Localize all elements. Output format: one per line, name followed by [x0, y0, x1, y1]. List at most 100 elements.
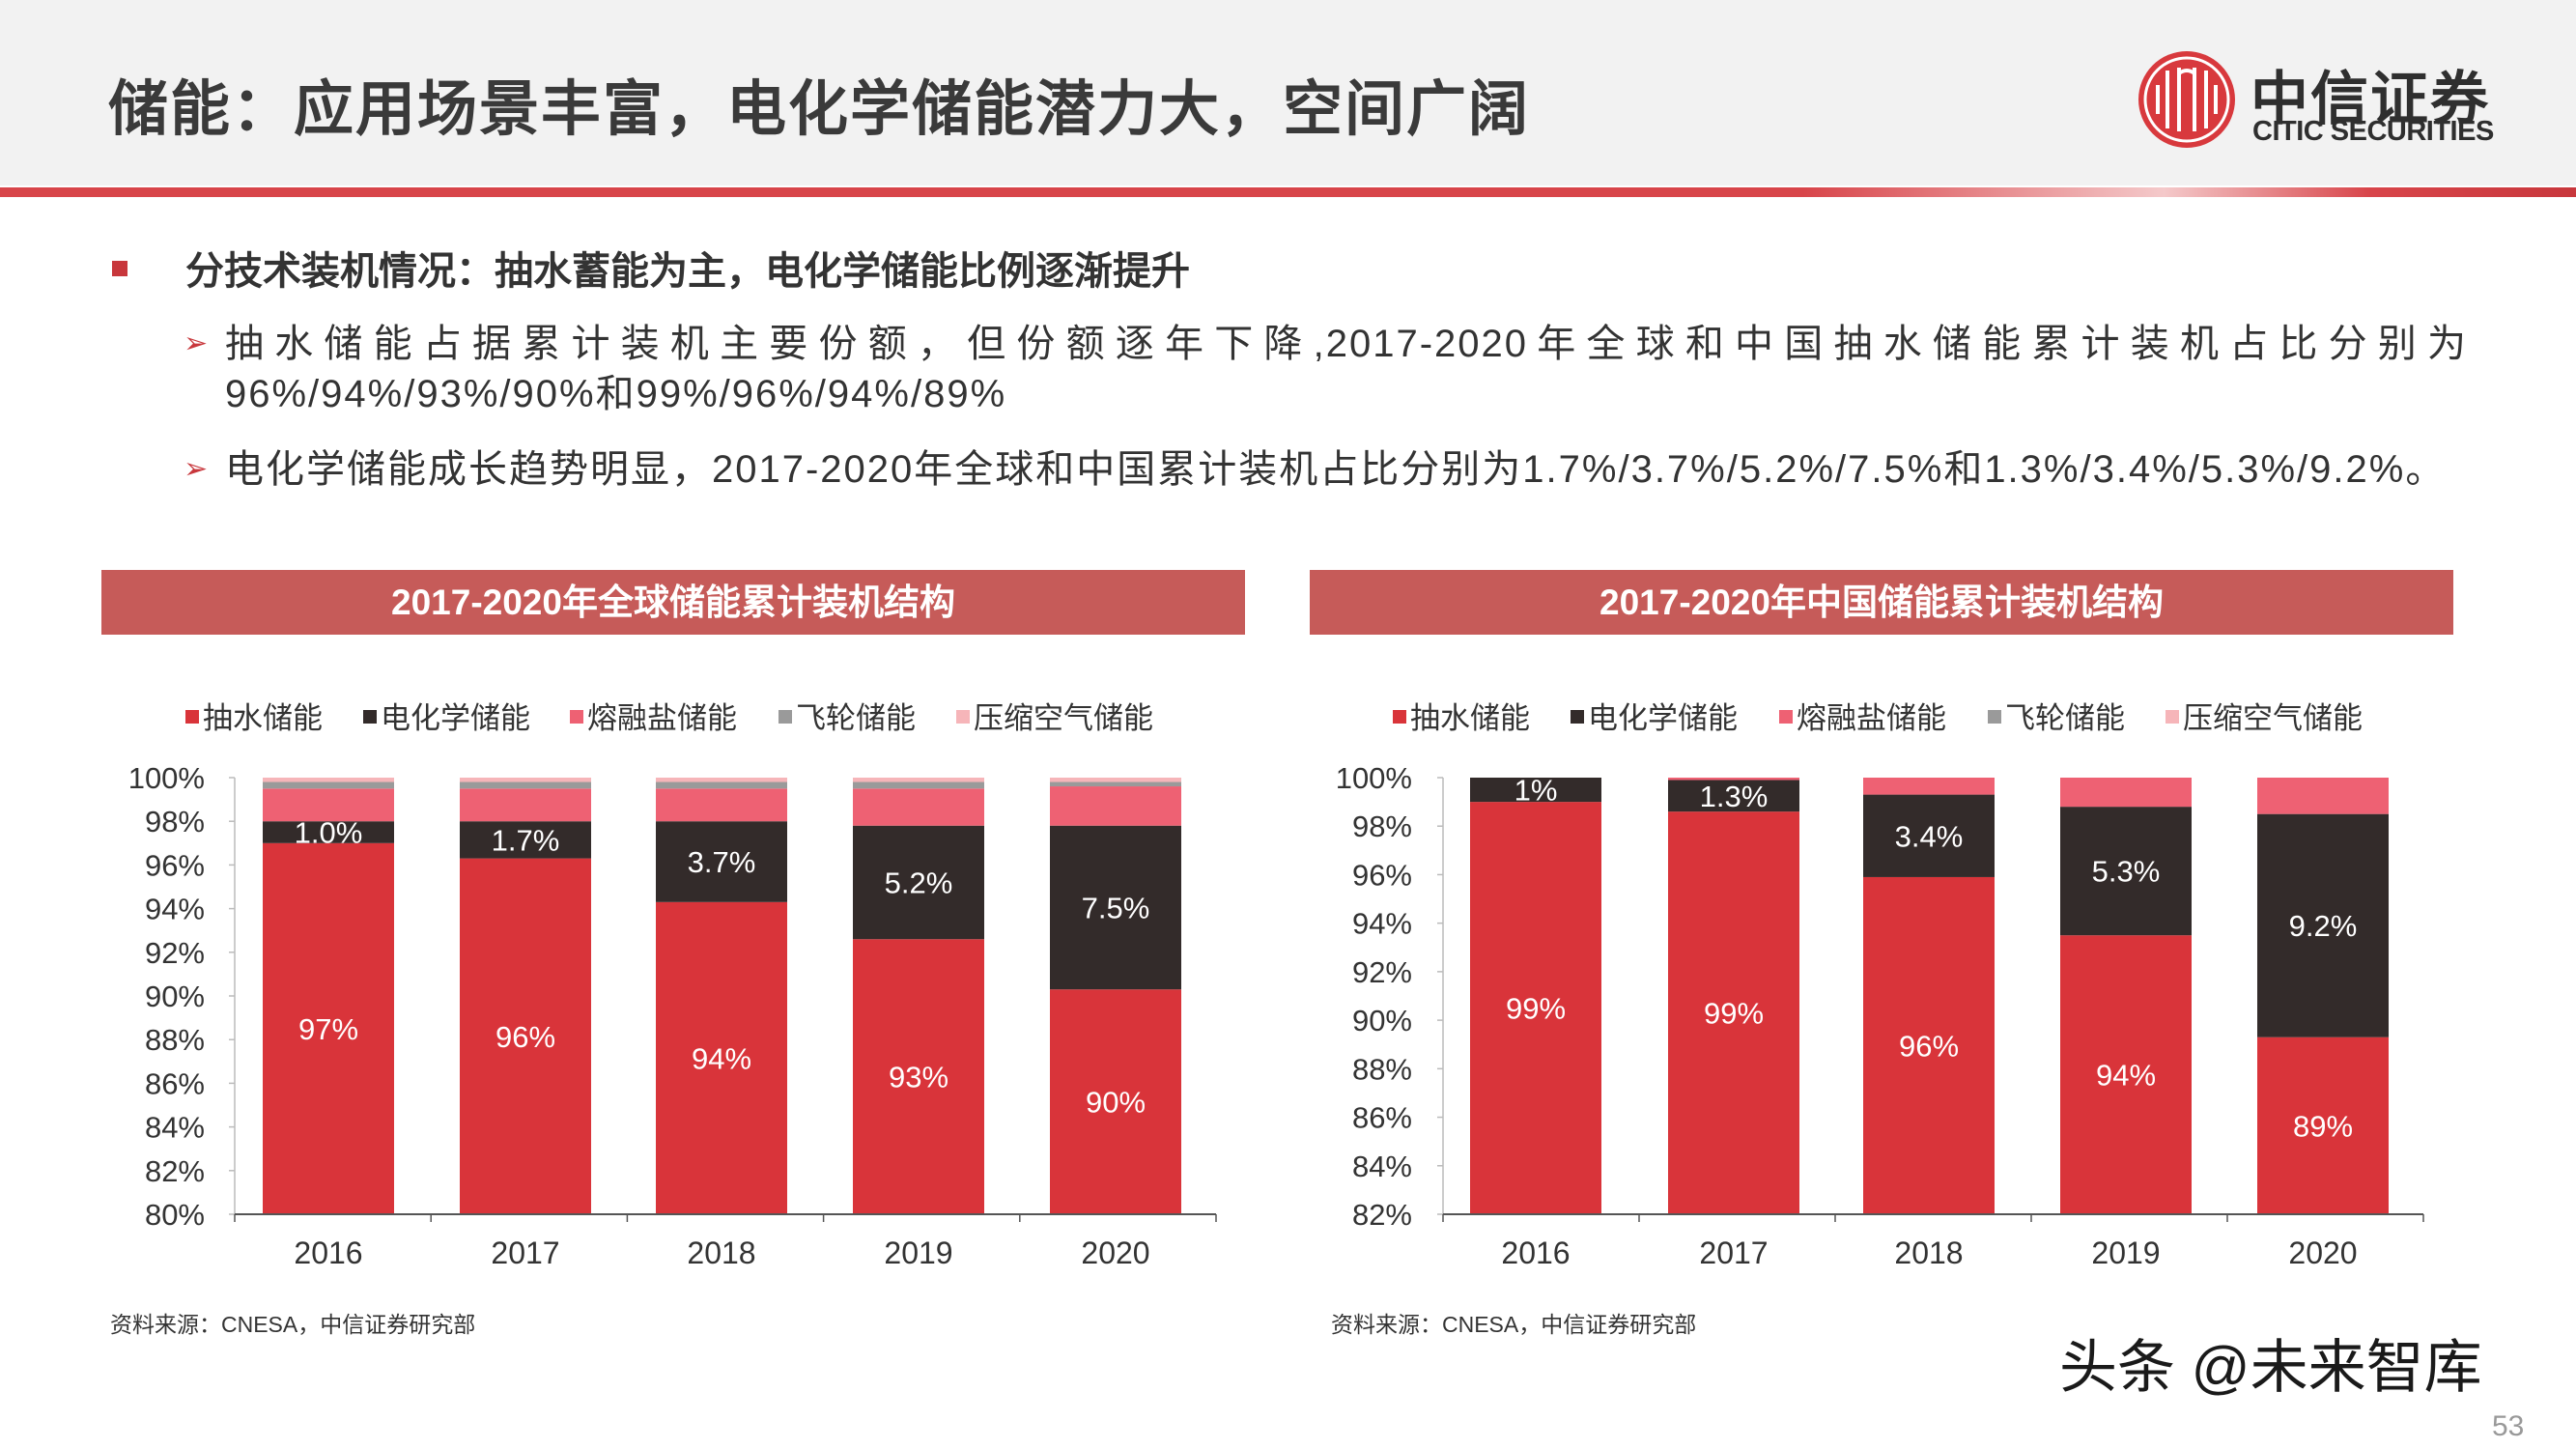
data-label: 5.3%	[2092, 855, 2161, 889]
bar-segment	[853, 781, 984, 789]
legend-swatch	[778, 710, 792, 724]
bar-segment	[853, 825, 984, 940]
page-number: 53	[2492, 1410, 2525, 1442]
chart-title-global: 2017-2020年全球储能累计装机结构	[101, 570, 1245, 635]
bar-segment	[2257, 813, 2389, 1037]
bar-segment	[2060, 935, 2192, 1214]
y-tick-label: 100%	[1336, 761, 1412, 795]
legend-label: 压缩空气储能	[2183, 701, 2363, 735]
bar-segment	[2060, 778, 2192, 808]
data-label: 94%	[2096, 1059, 2156, 1093]
bar-segment	[460, 858, 591, 1214]
y-tick-label: 82%	[145, 1154, 205, 1188]
header-divider	[0, 187, 2576, 197]
bar-segment	[656, 778, 787, 782]
y-tick-label: 94%	[145, 893, 205, 926]
bar-segment	[263, 781, 394, 789]
y-tick-label: 82%	[1352, 1198, 1412, 1232]
bullet-item: ➢ 抽水储能占据累计装机主要份额，但份额逐年下降,2017-2020年全球和中国…	[184, 319, 2468, 419]
legend-label: 熔融盐储能	[1797, 701, 1946, 735]
watermark: 头条 @未来智库	[2059, 1335, 2482, 1400]
y-tick-label: 80%	[145, 1198, 205, 1232]
bar-segment	[656, 901, 787, 1214]
bar-segment	[1050, 781, 1181, 787]
bar-segment	[1863, 876, 1995, 1214]
data-label: 1.0%	[295, 816, 363, 850]
bar-segment	[656, 821, 787, 902]
legend-swatch	[363, 710, 377, 724]
source-note: 资料来源：CNESA，中信证券研究部	[1331, 1312, 1697, 1337]
legend-label: 压缩空气储能	[974, 701, 1153, 735]
y-tick-label: 96%	[1352, 858, 1412, 892]
data-label: 9.2%	[2289, 909, 2358, 943]
bar-segment	[1050, 989, 1181, 1214]
bar-segment	[2257, 778, 2389, 814]
y-tick-label: 84%	[145, 1111, 205, 1145]
y-tick-label: 84%	[1352, 1150, 1412, 1183]
square-bullet-icon	[112, 261, 127, 276]
bar-segment	[1050, 778, 1181, 782]
bar-segment	[853, 778, 984, 782]
bar-segment	[2257, 1037, 2389, 1214]
legend-swatch	[185, 710, 199, 724]
bar-segment	[460, 821, 591, 859]
data-label: 3.7%	[688, 845, 756, 879]
x-tick-label: 2016	[294, 1236, 362, 1270]
y-tick-label: 92%	[1352, 955, 1412, 989]
legend-swatch	[1571, 710, 1584, 724]
data-label: 97%	[298, 1012, 358, 1046]
bar-segment	[1668, 811, 1799, 1214]
chart-1: 抽水储能 电化学储能 熔融盐储能 飞轮储能 压缩空气储能 82% 84% 86% 88% 90% 9…	[1336, 701, 2424, 1270]
bar-segment	[1668, 780, 1799, 812]
bar-segment	[656, 788, 787, 822]
legend-label: 飞轮储能	[2005, 701, 2125, 735]
data-label: 1.7%	[492, 823, 560, 857]
bar-segment	[853, 788, 984, 826]
data-label: 94%	[692, 1041, 751, 1075]
legend-label: 抽水储能	[203, 701, 323, 735]
data-label: 99%	[1506, 992, 1566, 1026]
legend-swatch	[1988, 710, 2001, 724]
bullet-text: 电化学储能成长趋势明显，2017-2020年全球和中国累计装机占比分别为1.7%…	[225, 448, 2447, 491]
data-label: 93%	[889, 1061, 948, 1094]
x-tick-label: 2016	[1501, 1236, 1570, 1270]
data-label: 5.2%	[885, 866, 953, 899]
y-tick-label: 94%	[1352, 907, 1412, 941]
data-label: 1%	[1514, 774, 1558, 808]
legend-swatch	[1779, 710, 1793, 724]
x-tick-label: 2019	[884, 1236, 952, 1270]
data-label: 89%	[2293, 1109, 2353, 1143]
x-tick-label: 2017	[491, 1236, 559, 1270]
bar-segment	[1470, 778, 1601, 803]
section-heading: 分技术装机情况：抽水蓄能为主，电化学储能比例逐渐提升	[185, 250, 1190, 293]
bullet-list: ➢ 抽水储能占据累计装机主要份额，但份额逐年下降,2017-2020年全球和中国…	[184, 319, 2468, 495]
y-tick-label: 90%	[145, 980, 205, 1013]
bar-segment	[1470, 802, 1601, 1214]
legend-swatch	[2166, 710, 2179, 724]
x-tick-label: 2017	[1699, 1236, 1768, 1270]
bar-segment	[460, 788, 591, 822]
data-label: 99%	[1704, 997, 1764, 1031]
y-tick-label: 88%	[145, 1023, 205, 1057]
bar-segment	[1863, 794, 1995, 877]
y-tick-label: 92%	[145, 936, 205, 970]
legend-label: 熔融盐储能	[587, 701, 737, 735]
x-tick-label: 2020	[2288, 1236, 2357, 1270]
bullet-item: ➢ 电化学储能成长趋势明显，2017-2020年全球和中国累计装机占比分别为1.…	[184, 444, 2468, 495]
arrow-right-icon: ➢	[184, 453, 209, 485]
citic-logo-icon	[2138, 51, 2235, 148]
data-label: 1.3%	[1700, 780, 1769, 813]
y-tick-label: 96%	[145, 848, 205, 882]
legend-swatch	[1393, 710, 1406, 724]
page-title: 储能：应用场景丰富，电化学储能潜力大，空间广阔	[108, 76, 1531, 143]
legend-label: 抽水储能	[1410, 701, 1530, 735]
y-tick-label: 86%	[1352, 1101, 1412, 1135]
chart-0: 抽水储能 电化学储能 熔融盐储能 飞轮储能 压缩空气储能 80% 82% 84% 86% 88% 9…	[128, 701, 1217, 1270]
bar-segment	[263, 788, 394, 822]
bar-segment	[1050, 786, 1181, 826]
bar-segment	[2060, 807, 2192, 936]
data-label: 90%	[1086, 1086, 1146, 1120]
legend-label: 电化学储能	[1588, 701, 1738, 735]
y-tick-label: 98%	[1352, 810, 1412, 843]
